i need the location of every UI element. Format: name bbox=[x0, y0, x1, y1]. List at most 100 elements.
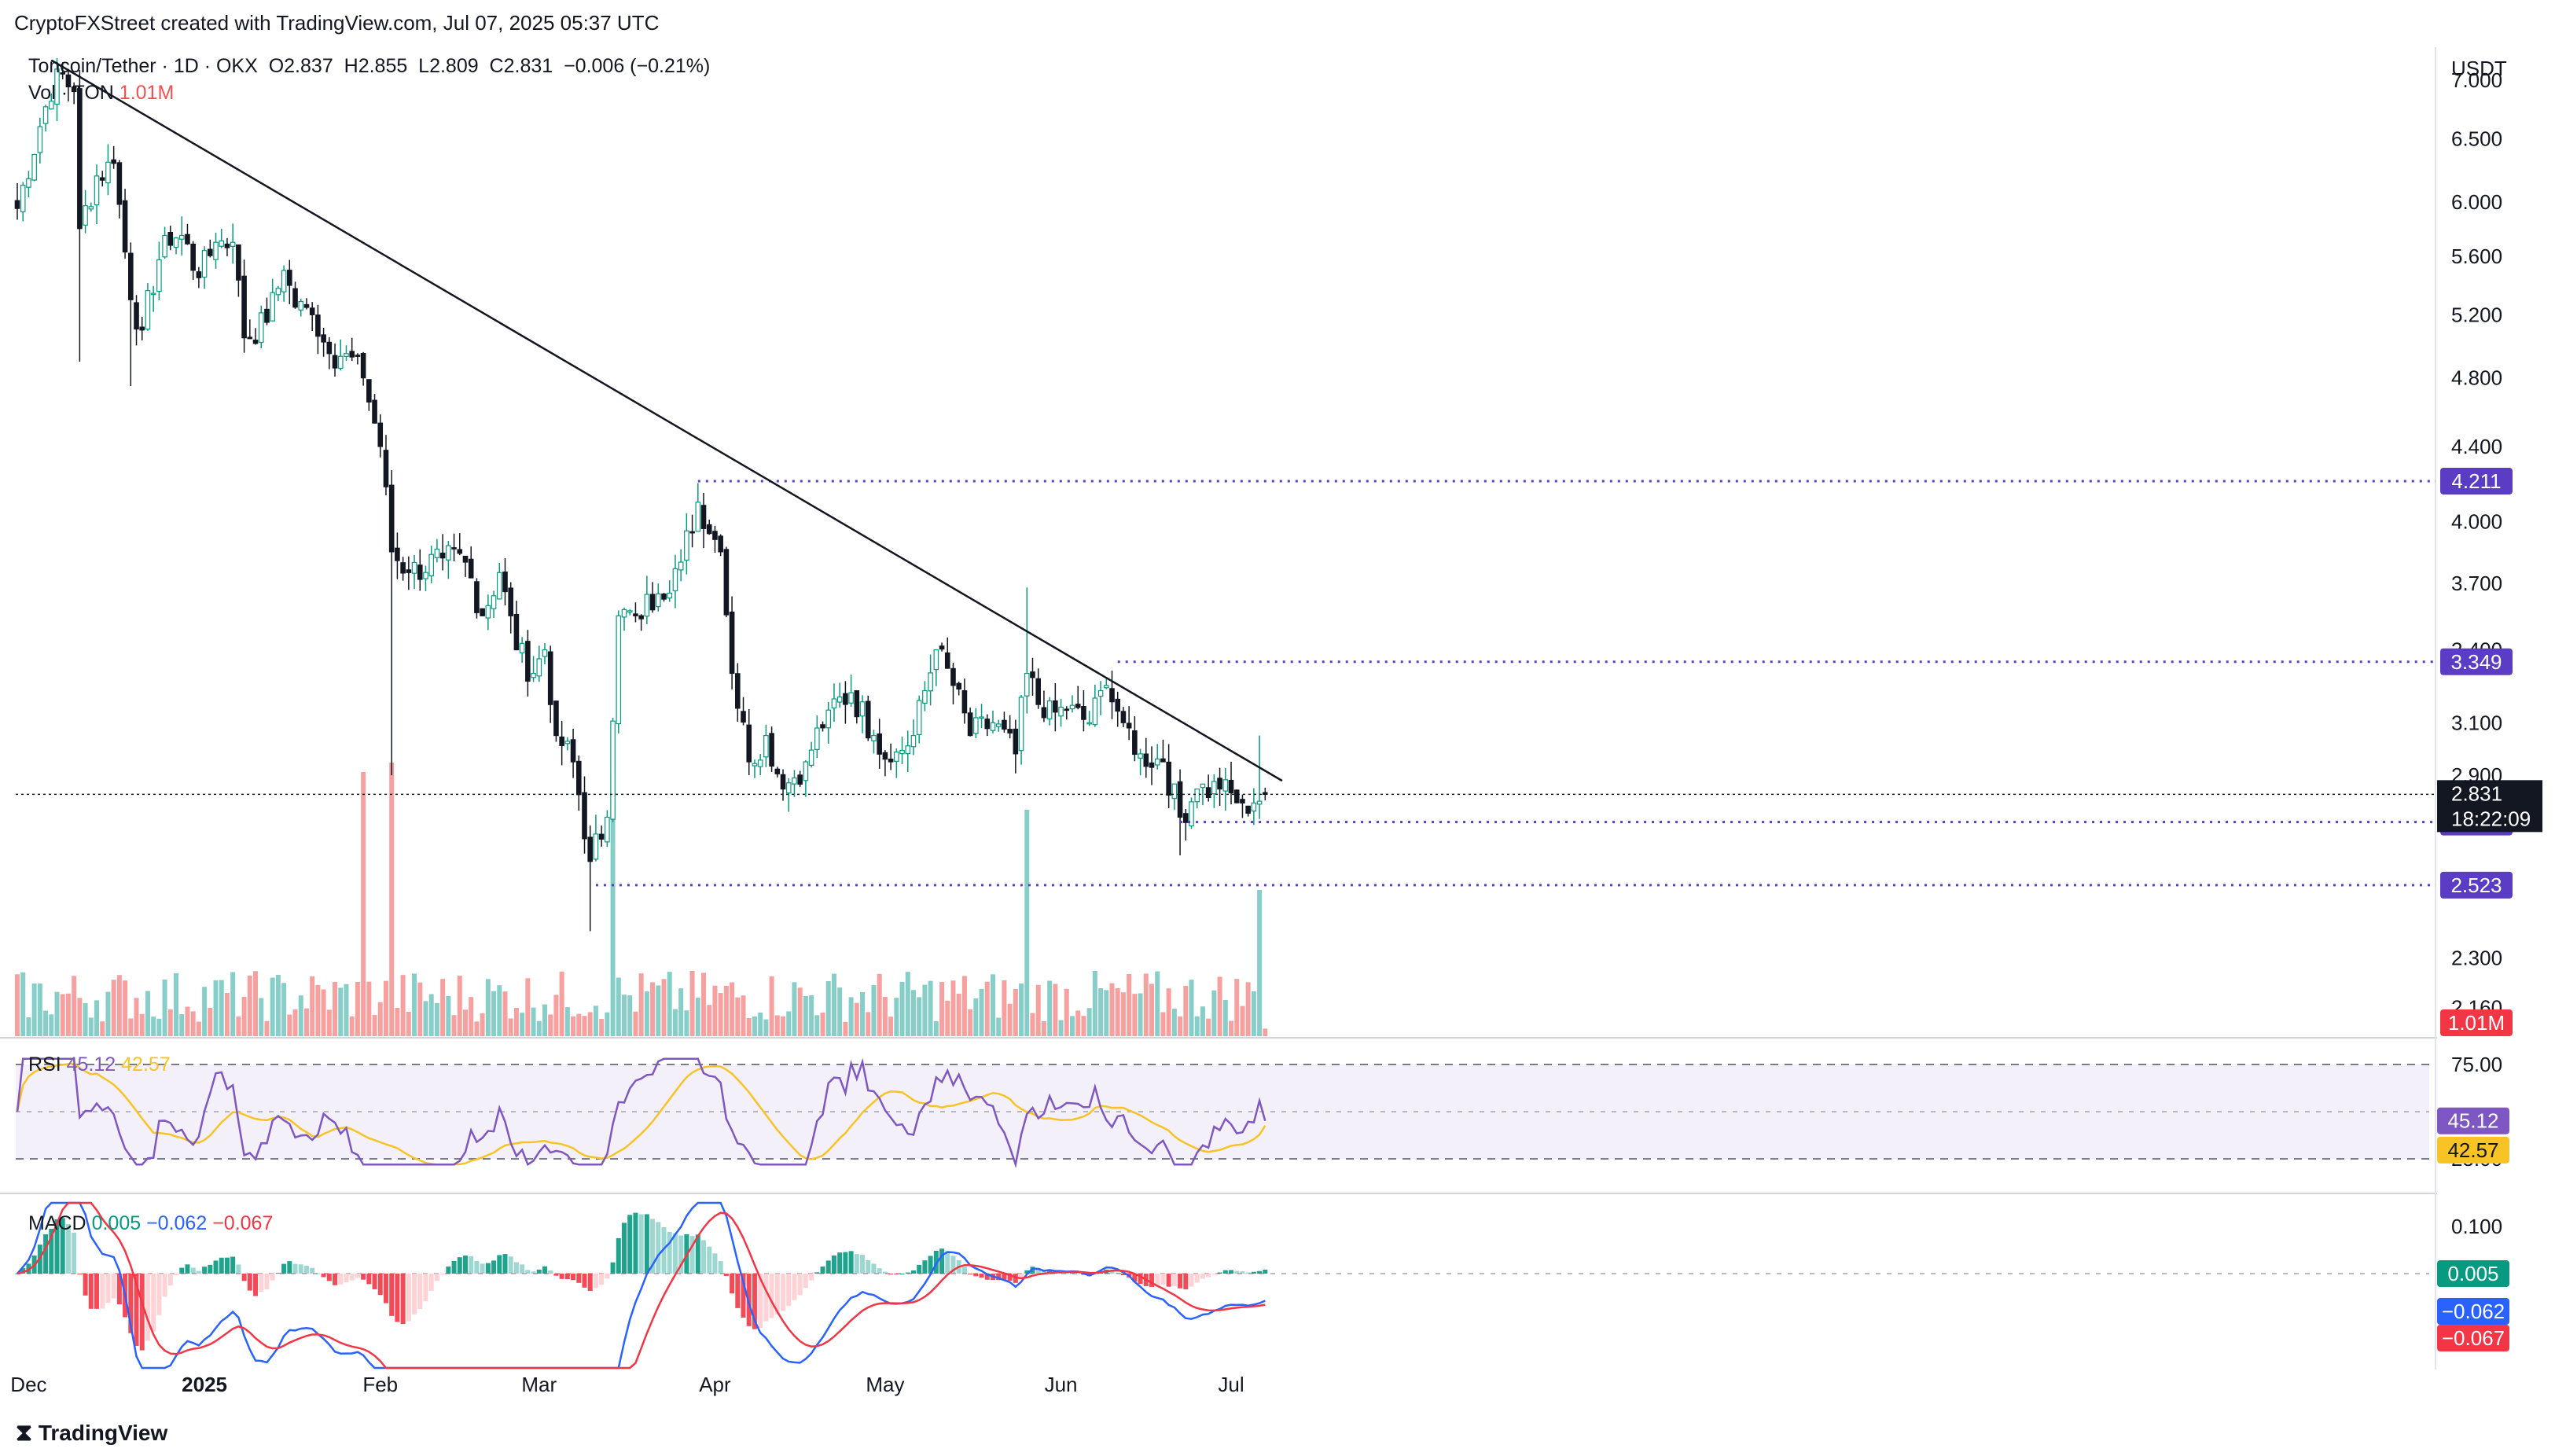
macd-histogram-bar bbox=[111, 1274, 116, 1299]
price-axis[interactable]: 7.000 6.500 6.000 5.600 5.200 4.800 4.400 4.000… bbox=[2451, 68, 2502, 1238]
rsi-title[interactable]: RSI bbox=[28, 1053, 61, 1075]
volume-bar bbox=[270, 977, 275, 1036]
macd-histogram-bar bbox=[854, 1254, 859, 1274]
macd-histogram-bar bbox=[1064, 1273, 1069, 1274]
volume-bar bbox=[1041, 1020, 1046, 1036]
candle-body bbox=[321, 334, 326, 343]
macd-histogram-bar bbox=[241, 1274, 247, 1281]
candle-body bbox=[616, 615, 622, 725]
volume-bar bbox=[525, 978, 531, 1036]
volume-bar bbox=[361, 772, 366, 1036]
candle-body bbox=[1120, 711, 1127, 723]
volume-bar bbox=[1132, 994, 1138, 1036]
macd-histogram-bar bbox=[723, 1274, 729, 1277]
macd-histogram-bar bbox=[1251, 1271, 1256, 1274]
candle-body bbox=[1030, 671, 1035, 678]
candle-body bbox=[1217, 778, 1222, 790]
volume-bar bbox=[786, 1011, 792, 1036]
volume-bar bbox=[1211, 990, 1217, 1036]
volume-bar bbox=[281, 983, 287, 1036]
volume-bar bbox=[1013, 988, 1018, 1036]
candle-body bbox=[542, 649, 548, 657]
level-label: 3.349 bbox=[2450, 650, 2502, 674]
macd-histogram-bar bbox=[162, 1274, 167, 1297]
candle-body bbox=[1069, 704, 1075, 710]
price-tick-label: 2.300 bbox=[2451, 947, 2502, 970]
candle-body bbox=[655, 593, 661, 608]
macd-histogram-bar bbox=[973, 1274, 979, 1277]
volume-bar bbox=[644, 991, 649, 1036]
volume-bar bbox=[910, 990, 916, 1036]
currency-label[interactable]: USDT bbox=[2451, 57, 2507, 80]
candle-body bbox=[42, 106, 49, 124]
candle-body bbox=[1075, 704, 1081, 708]
volume-bar bbox=[321, 989, 326, 1036]
macd-histogram-bar bbox=[1257, 1270, 1263, 1274]
candle-body bbox=[83, 205, 88, 226]
volume-bar bbox=[809, 995, 814, 1036]
candle-body bbox=[808, 749, 814, 766]
tradingview-logo[interactable]: ⧗ TradingView bbox=[16, 1420, 167, 1447]
volume-bar bbox=[605, 1012, 610, 1036]
macd-histogram-bar bbox=[678, 1235, 684, 1274]
macd-histogram-bar bbox=[587, 1274, 593, 1292]
candle-body bbox=[1240, 799, 1245, 803]
rsi-lines bbox=[16, 1057, 1266, 1169]
candle-body bbox=[496, 572, 502, 600]
rsi-ma-value-label: 42.57 bbox=[2447, 1138, 2498, 1162]
volume-bar bbox=[65, 993, 71, 1036]
candle-body bbox=[638, 615, 644, 620]
candle-body bbox=[1013, 728, 1019, 755]
macd-histogram-bar bbox=[1041, 1270, 1046, 1274]
macd-title[interactable]: MACD bbox=[28, 1212, 86, 1234]
macd-histogram-bar bbox=[54, 1219, 60, 1274]
volume-bar bbox=[582, 1016, 587, 1036]
candle-body bbox=[1097, 689, 1104, 697]
macd-histogram-bar bbox=[247, 1274, 252, 1291]
candle-body bbox=[973, 717, 979, 734]
macd-histogram-bar bbox=[139, 1274, 145, 1351]
macd-histogram-bar bbox=[344, 1274, 349, 1282]
macd-histogram-bar bbox=[769, 1274, 774, 1318]
volume-bar bbox=[326, 1009, 332, 1036]
macd-histogram-bar bbox=[513, 1262, 519, 1274]
candle-body bbox=[1166, 761, 1171, 796]
macd-histogram-bar bbox=[814, 1272, 820, 1274]
macd-histogram-bar bbox=[922, 1260, 928, 1274]
time-axis[interactable]: Dec 2025 Feb Mar Apr May Jun Jul bbox=[10, 1373, 1244, 1396]
macd-histogram-bar bbox=[656, 1222, 661, 1274]
volume-bar bbox=[1047, 980, 1053, 1036]
candle-body bbox=[150, 292, 156, 296]
volume-label[interactable]: Vol · TON bbox=[28, 82, 114, 104]
macd-histogram-bar bbox=[298, 1264, 303, 1274]
symbol-name[interactable]: Toncoin/Tether · 1D · OKX bbox=[28, 55, 258, 77]
volume-legend: Vol · TON 1.01M bbox=[28, 82, 174, 105]
volume-bar bbox=[134, 998, 139, 1036]
volume-bar bbox=[1263, 1028, 1268, 1036]
macd-histogram-bar bbox=[1035, 1267, 1041, 1274]
macd-histogram-bar bbox=[65, 1224, 71, 1274]
macd-histogram-bar bbox=[1109, 1270, 1115, 1274]
volume-bar bbox=[241, 997, 247, 1036]
price-tick-label: 5.200 bbox=[2451, 303, 2502, 326]
macd-histogram-bar bbox=[1007, 1274, 1013, 1281]
volume-bar bbox=[1178, 1016, 1183, 1036]
volume-bar bbox=[395, 1008, 400, 1036]
macd-histogram-bar bbox=[610, 1262, 616, 1274]
volume-bar bbox=[1024, 810, 1030, 1036]
candle-body bbox=[1251, 802, 1257, 812]
macd-histogram-bar bbox=[49, 1228, 54, 1274]
level-label-box bbox=[2440, 871, 2513, 899]
horizontal-levels bbox=[595, 480, 2436, 887]
volume-bar bbox=[156, 1018, 162, 1036]
macd-histogram-bar bbox=[1240, 1271, 1245, 1274]
candle-body bbox=[536, 658, 542, 677]
candle-body bbox=[366, 379, 372, 403]
descending-trendline[interactable] bbox=[50, 59, 1283, 782]
volume-bars bbox=[15, 763, 1268, 1036]
volume-bar bbox=[417, 982, 423, 1036]
volume-bar bbox=[559, 971, 564, 1036]
time-tick-label: May bbox=[866, 1373, 904, 1396]
macd-histogram-bar bbox=[605, 1274, 610, 1279]
